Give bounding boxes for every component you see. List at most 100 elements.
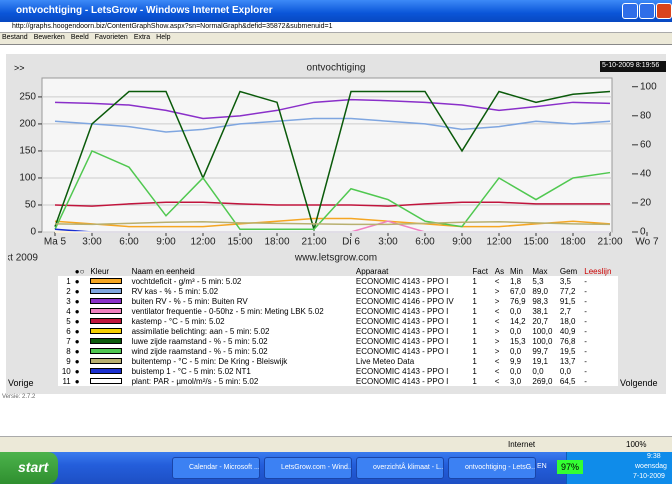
row-bullet[interactable]: ● <box>74 376 80 386</box>
series-line <box>54 201 610 207</box>
color-swatch <box>90 378 123 385</box>
swatch-cell <box>88 316 129 326</box>
cell-max: 89,0 <box>532 286 548 296</box>
swatch-cell <box>88 376 129 386</box>
cell-avg: 91,5 <box>559 296 576 306</box>
header-cell: Min <box>510 266 523 276</box>
cell-max: 38,1 <box>532 306 548 316</box>
swatch-cell <box>88 296 129 306</box>
x-tick-label: 21:00 <box>301 237 326 248</box>
menu-item[interactable]: Favorieten <box>94 34 128 41</box>
row-bullet[interactable]: ● <box>74 286 80 296</box>
cell-as: < <box>494 276 500 286</box>
series-line <box>54 98 611 120</box>
row-bullet[interactable]: ● <box>74 316 80 326</box>
cell-as: < <box>494 316 500 326</box>
menu-item[interactable]: Bewerken <box>33 34 65 41</box>
prev-button[interactable]: Vorige <box>8 378 34 388</box>
x-tick-label: 3:00 <box>378 237 398 248</box>
row-bullet[interactable]: ● <box>74 336 80 346</box>
header-cell: Naam en eenheid <box>131 266 195 276</box>
series-line <box>54 117 611 133</box>
cell-fact: 1 <box>472 286 477 296</box>
row-number: 11 <box>62 376 71 386</box>
cell-read: - <box>584 336 587 346</box>
cell-as: > <box>494 286 500 296</box>
cell-fact: 1 <box>472 376 477 386</box>
task-button[interactable]: overzichtÂ klimaat - L... <box>356 457 444 479</box>
row-bullet[interactable]: ● <box>74 296 80 306</box>
swatch-cell <box>88 336 129 346</box>
cell-read: - <box>584 376 587 386</box>
row-bullet[interactable]: ● <box>74 276 80 286</box>
legend-row: 2 ● RV kas - % - 5 min: 5.02 ECONOMIC 4143 … <box>58 286 618 296</box>
header-cell: Max <box>532 266 548 276</box>
cell-max: 19,1 <box>532 356 548 366</box>
menu-item[interactable]: Help <box>156 34 171 41</box>
close-button[interactable] <box>656 3 672 19</box>
row-bullet[interactable]: ● <box>74 306 80 316</box>
menu-item[interactable]: Beeld <box>70 34 89 41</box>
task-button[interactable]: ontvochtiging - LetsG... <box>448 457 536 479</box>
clock-date: 7-10-2009 <box>633 473 665 480</box>
x-tick-label: 15:00 <box>523 237 548 248</box>
row-number: 3 <box>66 296 71 306</box>
cell-as: > <box>494 336 500 346</box>
row-bullet[interactable]: ● <box>74 356 80 366</box>
x-tick-label: 9:00 <box>156 237 176 248</box>
y-tick-label: 100 <box>19 173 36 184</box>
task-button[interactable]: Calendar - Microsoft ... <box>172 457 260 479</box>
cell-min: 0,0 <box>510 366 522 376</box>
cell-min: 1,8 <box>510 276 522 286</box>
series-name: wind zijde raamstand - % - 5 min: 5.02 <box>131 346 268 356</box>
row-bullet[interactable]: ● <box>74 346 80 356</box>
x-tick-label: 18:00 <box>560 237 585 248</box>
cell-avg: 40,9 <box>559 326 576 336</box>
clock-time: 9:38 <box>647 453 661 460</box>
x-tick-label: 3:00 <box>82 237 102 248</box>
address-bar[interactable]: http://graphs.hoogendoorn.biz/ContentGra… <box>0 22 672 33</box>
cell-as: < <box>494 376 500 386</box>
legend-row: 5 ● kastemp - °C - 5 min: 5.02 ECONOMIC 414… <box>58 316 618 326</box>
cell-fact: 1 <box>472 356 477 366</box>
cell-min: 14,2 <box>510 316 526 326</box>
maximize-button[interactable] <box>639 3 655 19</box>
menu-item[interactable]: Extra <box>133 34 151 41</box>
cell-avg: 2,7 <box>559 306 571 316</box>
cell-device: ECONOMIC 4143 - PPO I <box>355 306 449 316</box>
cell-read: - <box>584 326 587 336</box>
cell-as: < <box>494 306 500 316</box>
y2-tick-label: 40 <box>640 169 652 180</box>
start-button[interactable]: start <box>0 452 58 484</box>
cell-fact: 1 <box>472 306 477 316</box>
language: EN <box>537 463 547 470</box>
cell-read: - <box>584 366 587 376</box>
series-name: luwe zijde raamstand - % - 5 min: 5.02 <box>131 336 268 346</box>
next-button[interactable]: Volgende <box>620 378 658 388</box>
row-bullet[interactable]: ● <box>74 326 80 336</box>
cell-fact: 1 <box>472 296 477 306</box>
color-swatch <box>90 368 123 375</box>
menu-item[interactable]: Bestand <box>2 34 28 41</box>
cell-max: 98,3 <box>532 296 548 306</box>
minimize-button[interactable] <box>622 3 638 19</box>
series-name: plant: PAR - µmol/m²/s - 5 min: 5.02 <box>131 376 259 386</box>
cell-as: > <box>494 296 500 306</box>
color-swatch <box>90 328 123 335</box>
x-tick-label: 6:00 <box>119 237 139 248</box>
cell-avg: 0,0 <box>559 366 571 376</box>
x-tick-label: Di 6 <box>342 237 360 248</box>
cell-min: 67,0 <box>510 286 526 296</box>
task-button[interactable]: LetsGrow.com - Wind... <box>264 457 352 479</box>
cell-min: 0,0 <box>510 306 522 316</box>
zoom[interactable]: 100% <box>626 440 647 449</box>
y2-tick-label: 0 <box>640 227 646 238</box>
y2-tick-label: 100 <box>640 81 657 92</box>
title-bar: ontvochtiging - LetsGrow - Windows Inter… <box>0 0 672 22</box>
row-number: 4 <box>66 306 71 316</box>
row-bullet[interactable]: ● <box>74 366 80 376</box>
cell-fact: 1 <box>472 366 477 376</box>
expand-button[interactable]: >> <box>14 63 25 73</box>
legend-row: 6 ● assimilatie belichting: aan - 5 min: 5… <box>58 326 618 336</box>
